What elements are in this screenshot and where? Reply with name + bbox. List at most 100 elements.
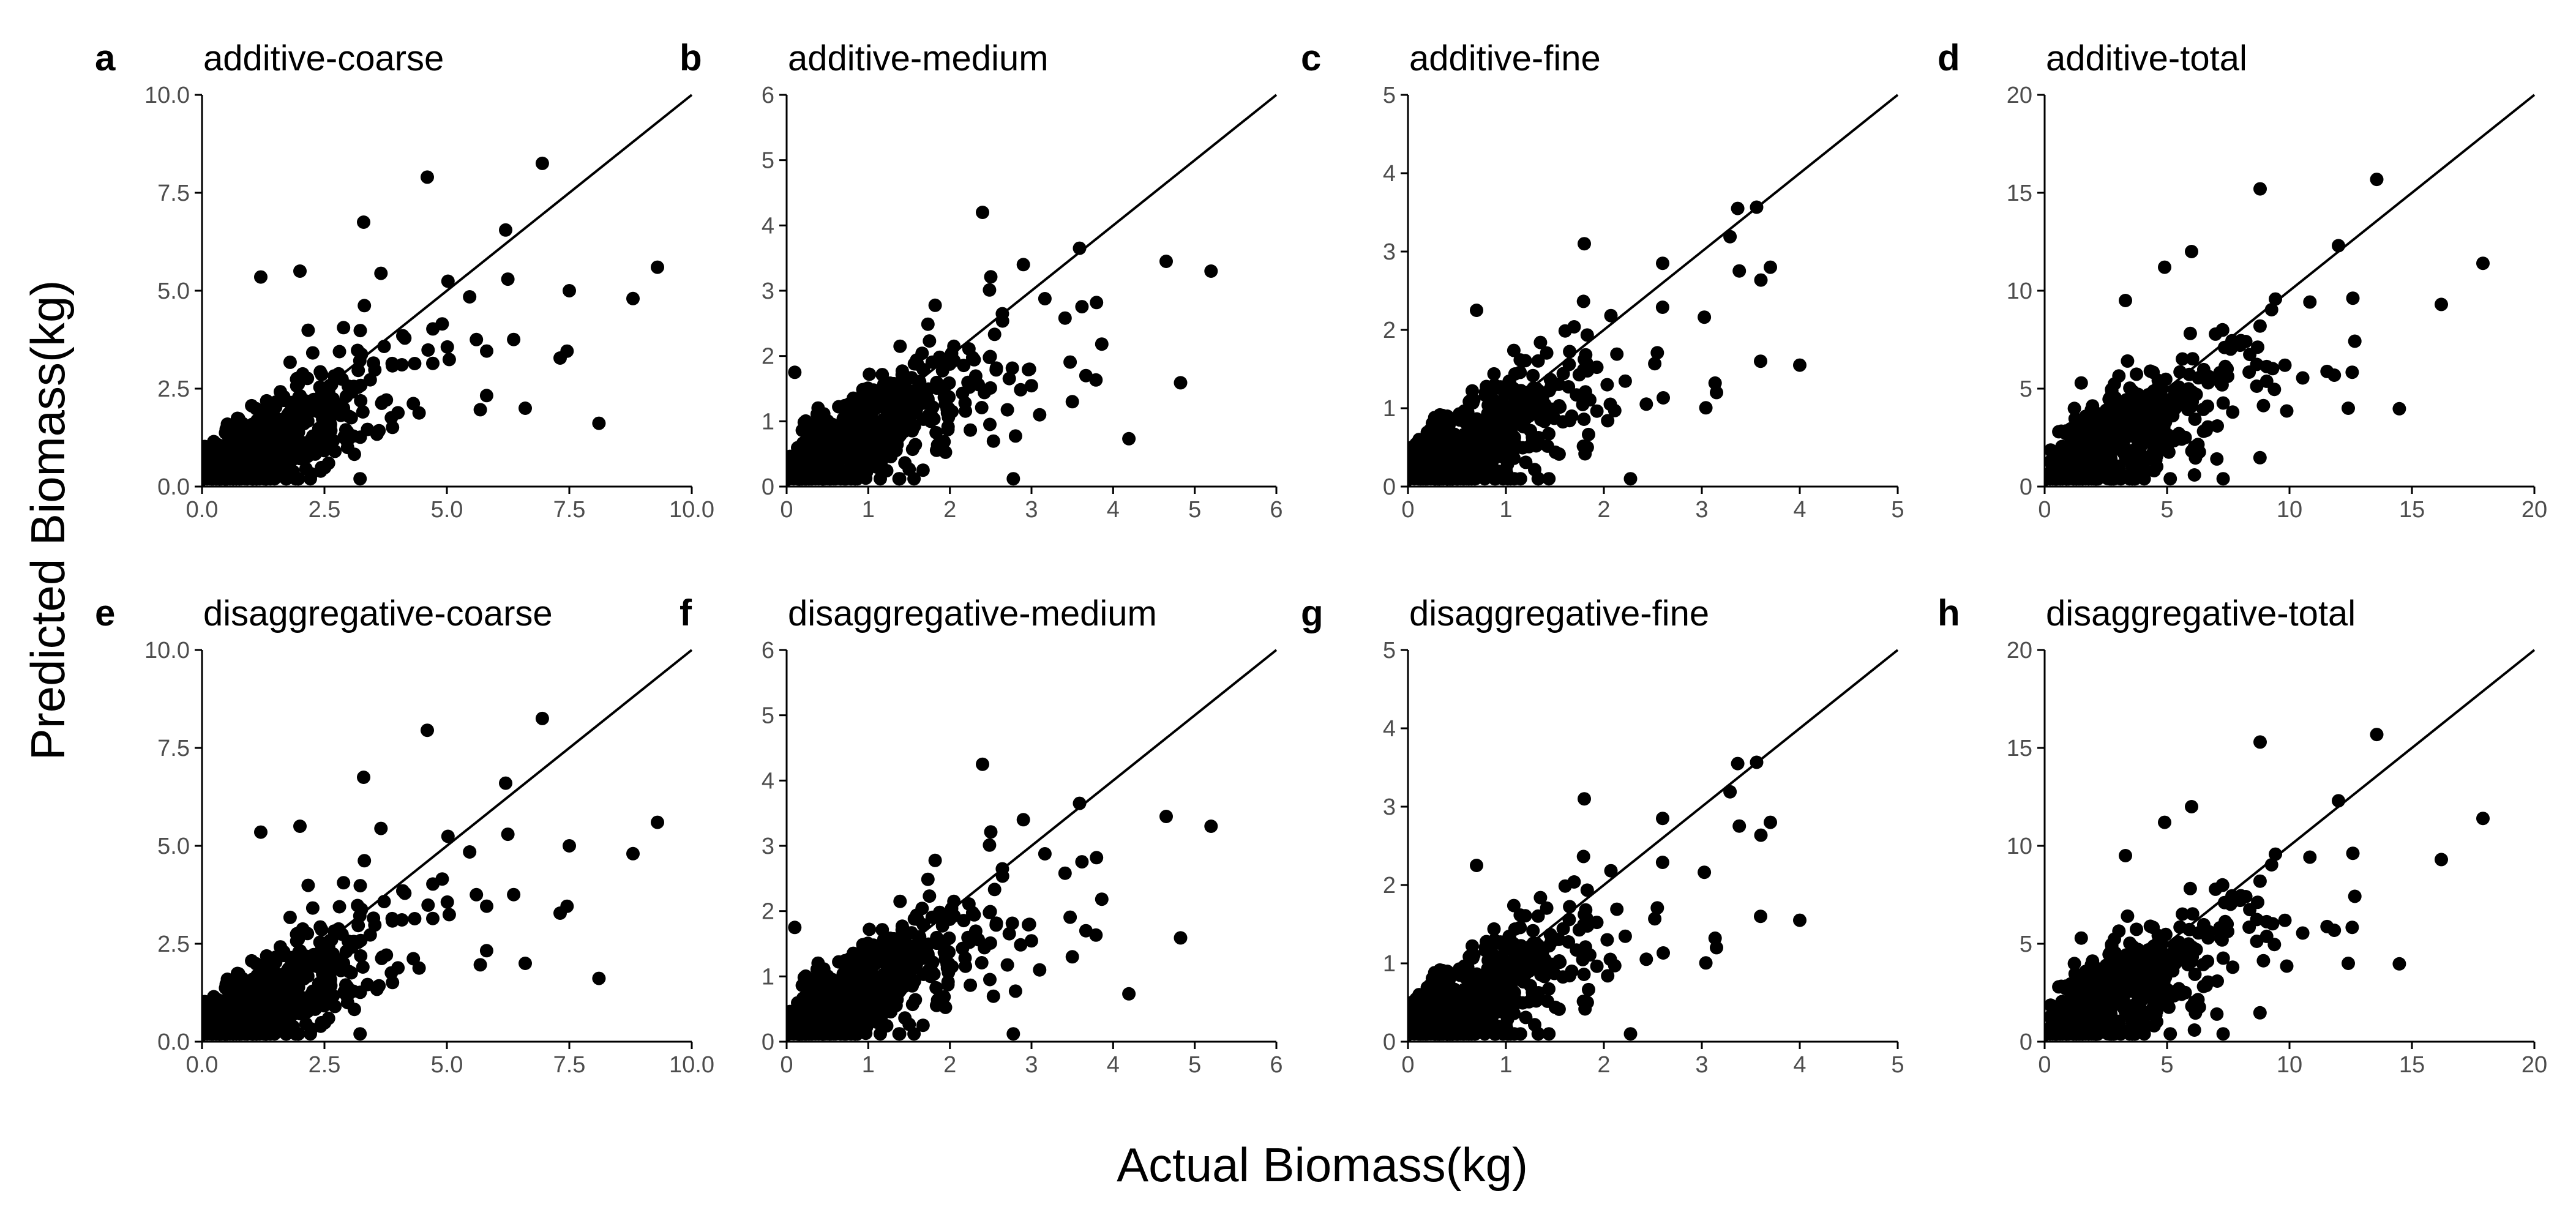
panel-g: g disaggregative-fine 0 1 2 3 4 5 0 1 2 3 4 5 (1301, 592, 1904, 1078)
data-point (863, 922, 877, 936)
x-tick-label: 2 (943, 1052, 956, 1078)
data-point (942, 965, 956, 979)
data-point (962, 897, 976, 911)
data-point (328, 999, 342, 1014)
data-point (2121, 354, 2135, 368)
data-point (1580, 440, 1594, 454)
data-point (2158, 260, 2171, 274)
data-point (304, 433, 318, 446)
data-point (1065, 950, 1079, 964)
data-point (2226, 405, 2240, 419)
data-point (2243, 903, 2257, 917)
data-point (2163, 1027, 2177, 1041)
data-point (2068, 999, 2082, 1014)
data-point (2345, 365, 2359, 379)
data-point (921, 317, 935, 331)
data-point (1022, 918, 1035, 932)
y-tick-label: 4 (1383, 716, 1396, 742)
data-point (2392, 401, 2406, 416)
panel-c: c additive-fine 0 1 2 3 4 5 0 1 2 3 4 5 (1301, 37, 1904, 523)
data-point (1639, 952, 1653, 966)
data-point (2185, 245, 2198, 258)
data-point (479, 389, 493, 403)
data-point (2119, 294, 2132, 307)
data-point (2126, 466, 2140, 480)
y-tick-label: 4 (762, 213, 774, 239)
data-point (788, 365, 802, 379)
data-point (2114, 472, 2128, 486)
data-point (1481, 398, 1496, 413)
data-point (340, 996, 354, 1010)
data-point (904, 394, 918, 408)
data-point (943, 912, 957, 926)
data-point (234, 464, 248, 478)
data-point (1497, 957, 1511, 971)
data-point (1008, 984, 1022, 998)
y-tick-label: 3 (762, 834, 774, 859)
data-point (1604, 864, 1618, 878)
data-point (2162, 1000, 2176, 1014)
data-point (2187, 468, 2201, 482)
data-point (983, 283, 997, 297)
data-point (337, 430, 351, 444)
data-point (2146, 939, 2160, 954)
data-point (1764, 815, 1777, 829)
data-point (803, 1027, 817, 1041)
data-point (1655, 301, 1669, 314)
data-point (391, 406, 405, 420)
data-point (1531, 909, 1545, 923)
data-point (1014, 383, 1028, 397)
data-point (887, 381, 901, 395)
y-tick-label: 2 (762, 344, 774, 370)
y-tick-label: 2.5 (157, 932, 190, 957)
data-point (2345, 921, 2359, 935)
data-point (1458, 404, 1471, 418)
y-tick-label: 1 (762, 409, 774, 435)
data-point (1441, 1027, 1455, 1041)
data-point (2370, 173, 2384, 187)
data-point (2143, 919, 2157, 933)
data-point (296, 967, 310, 981)
data-point (301, 323, 315, 337)
data-point (838, 954, 852, 968)
data-point (1542, 472, 1556, 486)
data-point (1590, 959, 1604, 973)
data-point (2226, 960, 2240, 974)
data-point (356, 960, 370, 974)
data-point (332, 345, 346, 359)
x-tick-label: 0 (780, 497, 793, 523)
data-point (929, 425, 943, 439)
data-point (2172, 935, 2186, 949)
y-tick-label: 5 (2020, 376, 2032, 402)
data-point (892, 472, 906, 486)
data-point (1204, 264, 1218, 278)
data-point (924, 414, 938, 428)
data-point (2216, 472, 2230, 486)
x-tick-label: 3 (1695, 1052, 1708, 1078)
data-point (2159, 970, 2173, 984)
data-point (1443, 443, 1458, 457)
data-point (850, 424, 864, 438)
data-point (2074, 376, 2088, 390)
data-point (916, 463, 930, 477)
data-point (2064, 430, 2078, 444)
data-point (995, 314, 1009, 328)
data-point (978, 386, 992, 400)
data-point (875, 923, 889, 937)
data-point (2392, 957, 2406, 971)
data-point (913, 930, 927, 944)
x-tick-label: 4 (1793, 497, 1806, 523)
data-point (897, 924, 911, 938)
data-point (809, 448, 823, 462)
data-point (1499, 995, 1513, 1009)
data-point (850, 472, 864, 486)
data-point (351, 343, 365, 357)
data-point (811, 987, 825, 1001)
data-point (839, 997, 853, 1011)
data-point (937, 990, 951, 1004)
data-point (2214, 376, 2228, 390)
data-point (976, 757, 989, 771)
x-tick-label: 10 (2277, 1052, 2302, 1078)
data-point (396, 329, 410, 343)
data-point (2094, 438, 2108, 452)
